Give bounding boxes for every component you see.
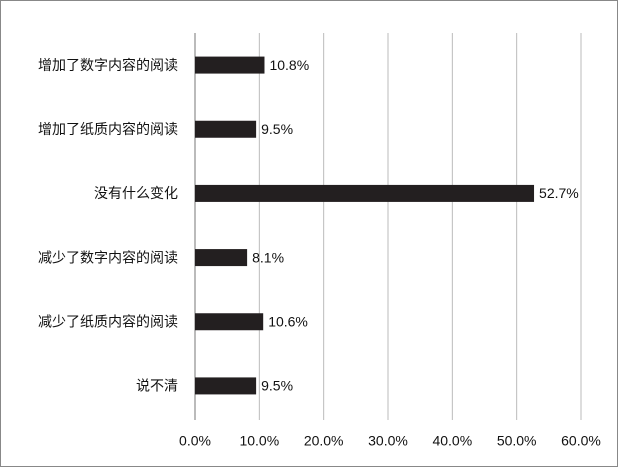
value-label: 8.1% bbox=[252, 249, 284, 265]
y-tick-label: 减少了纸质内容的阅读 bbox=[38, 313, 178, 329]
y-tick-label: 说不清 bbox=[136, 378, 178, 394]
x-tick-label: 10.0% bbox=[239, 433, 279, 449]
bar bbox=[195, 377, 257, 395]
x-tick-label: 40.0% bbox=[432, 433, 472, 449]
y-tick-label: 没有什么变化 bbox=[94, 185, 178, 201]
x-tick-label: 20.0% bbox=[304, 433, 344, 449]
x-tick-label: 50.0% bbox=[497, 433, 537, 449]
value-label: 10.8% bbox=[269, 57, 309, 73]
x-tick-label: 0.0% bbox=[179, 433, 211, 449]
bar bbox=[195, 120, 257, 138]
bar bbox=[195, 184, 535, 202]
x-tick-label: 60.0% bbox=[561, 433, 601, 449]
x-tick-label: 30.0% bbox=[368, 433, 408, 449]
value-label: 9.5% bbox=[261, 378, 293, 394]
y-tick-label: 增加了数字内容的阅读 bbox=[38, 57, 178, 73]
value-label: 52.7% bbox=[539, 185, 579, 201]
y-tick-label: 增加了纸质内容的阅读 bbox=[38, 121, 178, 137]
bar bbox=[195, 313, 264, 331]
value-label: 9.5% bbox=[261, 121, 293, 137]
y-tick-label: 减少了数字内容的阅读 bbox=[38, 249, 178, 265]
value-label: 10.6% bbox=[268, 313, 308, 329]
bar bbox=[195, 249, 248, 267]
bar bbox=[195, 56, 265, 74]
